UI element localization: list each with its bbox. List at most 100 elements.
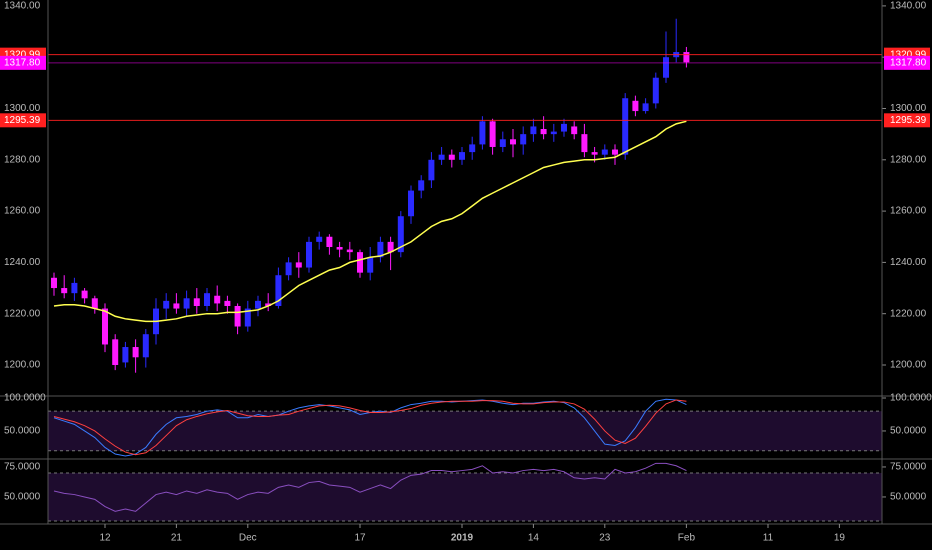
y-tick-label-left: 1200.00: [4, 360, 41, 371]
y-tick-label: 1300.00: [890, 103, 927, 114]
x-tick-label: 19: [834, 533, 846, 544]
candle-body: [622, 98, 629, 155]
candle-body: [479, 121, 486, 145]
level-label: 1320.99: [4, 49, 41, 60]
level-label: 1295.39: [4, 115, 41, 126]
y-tick-label: 1200.00: [890, 360, 927, 371]
candle-body: [71, 282, 78, 294]
candle-body: [81, 290, 88, 299]
candle-body: [397, 216, 404, 253]
level-label: 1295.39: [890, 115, 927, 126]
candle-body: [499, 139, 506, 147]
x-tick-label: 2019: [451, 533, 474, 544]
y-tick-label-left: 75.0000: [4, 462, 41, 473]
candle-body: [142, 334, 149, 358]
indicator-line: [53, 399, 687, 456]
candle-body: [469, 144, 476, 153]
y-tick-label: 75.0000: [890, 462, 927, 473]
candle-body: [336, 247, 343, 250]
candle-body: [285, 262, 292, 276]
level-box: [0, 55, 46, 70]
x-tick-label: 17: [354, 533, 366, 544]
y-tick-label: 1260.00: [890, 206, 927, 217]
candle-body: [591, 152, 598, 155]
candle-body: [61, 288, 68, 294]
candle-body: [204, 293, 210, 306]
y-tick-label: 1220.00: [890, 308, 927, 319]
band-fill: [48, 472, 882, 521]
band-fill: [48, 411, 882, 451]
candle-body: [316, 236, 323, 242]
candle-body: [234, 305, 241, 327]
x-tick-label: 11: [763, 533, 774, 544]
candle-body: [489, 121, 496, 147]
y-tick-label: 1340.00: [890, 1, 927, 12]
candle-body: [448, 154, 455, 160]
level-box: [884, 55, 930, 70]
indicator-line: [53, 462, 687, 512]
candle-body: [632, 100, 639, 112]
candle-body: [663, 57, 669, 78]
y-tick-label-left: 1260.00: [4, 206, 41, 217]
candle-body: [581, 134, 588, 153]
candle-body: [540, 129, 547, 135]
x-tick-label: 12: [99, 533, 111, 544]
level-label: 1320.99: [890, 49, 927, 60]
level-label: 1317.80: [4, 57, 41, 68]
candle-body: [612, 149, 618, 155]
x-tick-label: 14: [528, 533, 540, 544]
moving-average: [53, 120, 687, 323]
candle-body: [183, 298, 190, 309]
candle-body: [51, 277, 57, 289]
candle-body: [255, 300, 261, 309]
candle-body: [163, 300, 170, 309]
y-tick-label: 1280.00: [890, 154, 927, 165]
y-tick-label-left: 1300.00: [4, 103, 41, 114]
candle-body: [132, 347, 139, 358]
candle-body: [408, 190, 414, 217]
candle-body: [91, 298, 98, 309]
x-tick-label: 23: [599, 533, 611, 544]
candle-body: [112, 339, 119, 365]
candle-body: [346, 249, 353, 253]
candle-body: [357, 252, 363, 273]
candle-body: [122, 347, 129, 363]
y-tick-label: 50.0000: [890, 492, 927, 503]
x-tick-label: Dec: [239, 533, 257, 544]
candle-body: [367, 257, 374, 273]
candle-body: [571, 126, 578, 135]
candle-body: [214, 295, 221, 304]
candle-body: [530, 126, 537, 135]
y-tick-label-left: 1240.00: [4, 257, 41, 268]
candle-body: [683, 52, 690, 63]
x-tick-label: Feb: [678, 533, 696, 544]
candle-body: [224, 300, 231, 306]
candle-body: [428, 159, 435, 181]
level-box: [884, 113, 930, 128]
candle-body: [601, 149, 608, 155]
y-tick-label-left: 50.0000: [4, 492, 41, 503]
y-tick-label-left: 100.0000: [4, 393, 46, 404]
candle-body: [102, 308, 108, 345]
candle-body: [418, 180, 425, 191]
candle-body: [387, 241, 394, 253]
candle-body: [244, 308, 251, 327]
x-tick-label: 21: [171, 533, 183, 544]
candle-body: [459, 152, 465, 160]
y-tick-label: 50.0000: [890, 426, 927, 437]
candle-body: [275, 275, 282, 306]
candle-body: [550, 131, 557, 135]
candle-body: [265, 303, 272, 306]
y-tick-label-left: 1340.00: [4, 1, 41, 12]
candle-body: [510, 139, 516, 145]
y-tick-label-left: 50.0000: [4, 426, 41, 437]
y-tick-label: 1240.00: [890, 257, 927, 268]
candle-body: [438, 154, 445, 160]
candle-body: [306, 241, 312, 268]
candle-body: [326, 236, 333, 248]
candle-body: [520, 134, 527, 145]
candle-body: [642, 103, 649, 112]
